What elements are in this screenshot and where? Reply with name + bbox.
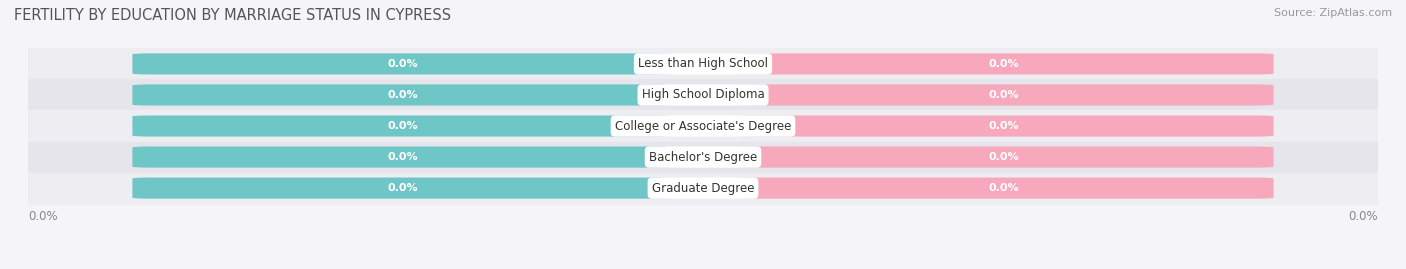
- Text: FERTILITY BY EDUCATION BY MARRIAGE STATUS IN CYPRESS: FERTILITY BY EDUCATION BY MARRIAGE STATU…: [14, 8, 451, 23]
- Text: 0.0%: 0.0%: [988, 121, 1019, 131]
- FancyBboxPatch shape: [734, 84, 1274, 105]
- FancyBboxPatch shape: [734, 115, 1274, 137]
- Text: 0.0%: 0.0%: [387, 152, 418, 162]
- Text: College or Associate's Degree: College or Associate's Degree: [614, 119, 792, 133]
- FancyBboxPatch shape: [132, 53, 672, 75]
- Text: Graduate Degree: Graduate Degree: [652, 182, 754, 194]
- FancyBboxPatch shape: [132, 178, 672, 199]
- FancyBboxPatch shape: [734, 178, 1274, 199]
- Bar: [28, 111, 1378, 141]
- Text: 0.0%: 0.0%: [387, 183, 418, 193]
- Text: 0.0%: 0.0%: [387, 90, 418, 100]
- Text: 0.0%: 0.0%: [988, 59, 1019, 69]
- FancyBboxPatch shape: [734, 53, 1274, 75]
- FancyBboxPatch shape: [132, 147, 672, 168]
- Bar: [28, 141, 1378, 173]
- FancyBboxPatch shape: [132, 84, 672, 105]
- Text: 0.0%: 0.0%: [28, 210, 58, 224]
- Text: Bachelor's Degree: Bachelor's Degree: [650, 151, 756, 164]
- Text: High School Diploma: High School Diploma: [641, 89, 765, 101]
- FancyBboxPatch shape: [132, 115, 672, 137]
- Text: 0.0%: 0.0%: [988, 183, 1019, 193]
- Bar: [28, 173, 1378, 204]
- Bar: [28, 48, 1378, 79]
- Bar: [28, 79, 1378, 111]
- Text: 0.0%: 0.0%: [387, 59, 418, 69]
- FancyBboxPatch shape: [734, 147, 1274, 168]
- Text: 0.0%: 0.0%: [1348, 210, 1378, 224]
- Text: 0.0%: 0.0%: [387, 121, 418, 131]
- Text: 0.0%: 0.0%: [988, 90, 1019, 100]
- Text: 0.0%: 0.0%: [988, 152, 1019, 162]
- Text: Source: ZipAtlas.com: Source: ZipAtlas.com: [1274, 8, 1392, 18]
- Text: Less than High School: Less than High School: [638, 58, 768, 70]
